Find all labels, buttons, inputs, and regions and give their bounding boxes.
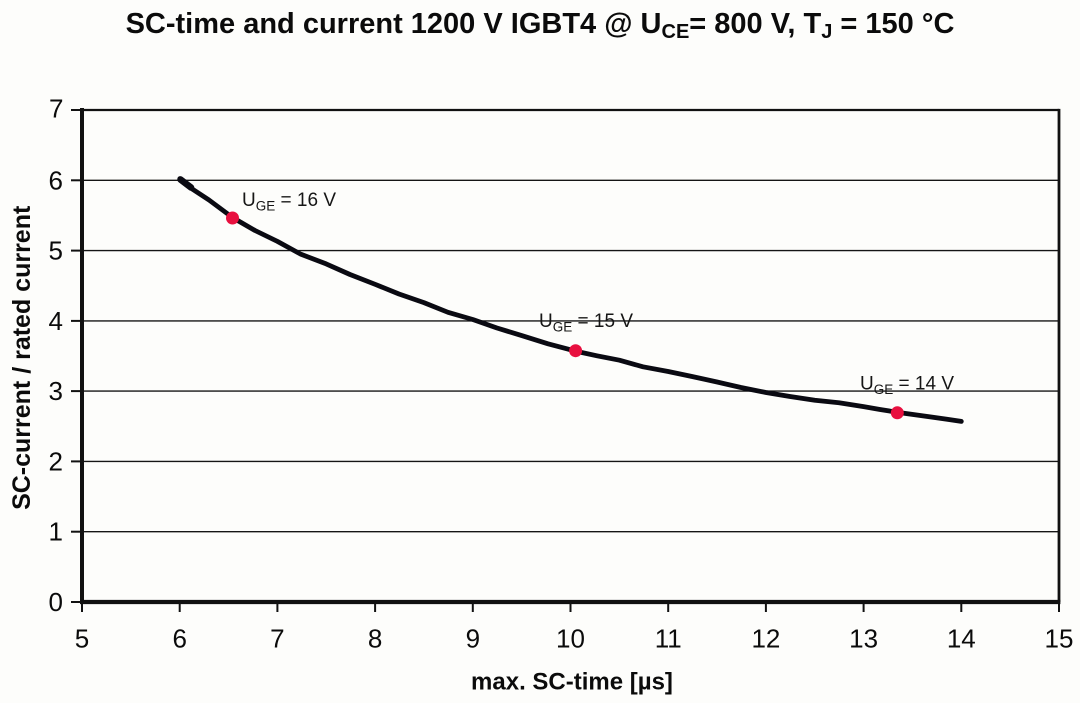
svg-text:14: 14 <box>947 624 976 654</box>
svg-text:5: 5 <box>75 624 89 654</box>
svg-text:UGE = 16 V: UGE = 16 V <box>242 190 336 214</box>
svg-text:SC-current / rated current: SC-current / rated current <box>8 205 36 510</box>
svg-text:12: 12 <box>751 624 780 654</box>
svg-text:0: 0 <box>49 587 63 617</box>
svg-text:9: 9 <box>466 624 480 654</box>
svg-text:2: 2 <box>49 446 63 476</box>
svg-text:6: 6 <box>172 624 186 654</box>
svg-text:7: 7 <box>49 94 63 124</box>
svg-text:13: 13 <box>849 624 878 654</box>
svg-text:1: 1 <box>49 517 63 547</box>
svg-text:15: 15 <box>1045 624 1074 654</box>
svg-text:UGE = 15 V: UGE = 15 V <box>539 311 633 335</box>
svg-text:3: 3 <box>49 376 63 406</box>
svg-text:max. SC-time [µs]: max. SC-time [µs] <box>471 669 673 696</box>
svg-text:4: 4 <box>49 306 63 336</box>
svg-text:5: 5 <box>49 236 63 266</box>
svg-text:8: 8 <box>368 624 382 654</box>
svg-text:10: 10 <box>556 624 585 654</box>
svg-text:UGE = 14 V: UGE = 14 V <box>860 374 954 398</box>
svg-text:6: 6 <box>49 165 63 195</box>
svg-text:7: 7 <box>270 624 284 654</box>
svg-text:SC-time and current 1200 V IGB: SC-time and current 1200 V IGBT4 @ UCE= … <box>126 8 955 43</box>
svg-text:11: 11 <box>655 624 682 654</box>
